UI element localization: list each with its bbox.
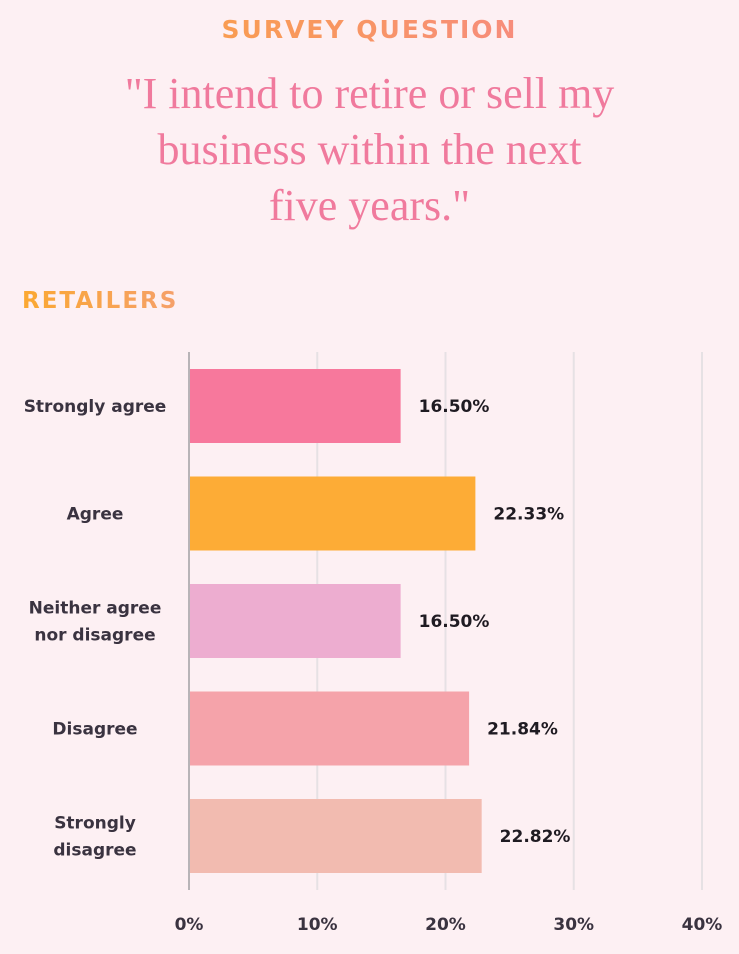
category-label-3: Disagree: [52, 720, 137, 740]
x-tick-label-10: 10%: [297, 915, 338, 935]
x-tick-labels: 0% 10% 20% 30% 40%: [175, 915, 723, 935]
bars: [189, 369, 482, 873]
category-label-2: Neither agree nor disagree: [29, 599, 162, 646]
value-label-0: 16.50%: [419, 397, 490, 417]
category-label-1: Agree: [67, 505, 124, 525]
value-labels: 16.50% 22.33% 16.50% 21.84% 22.82%: [419, 397, 571, 847]
x-tick-label-0: 0%: [175, 915, 204, 935]
value-label-4: 22.82%: [500, 827, 571, 847]
category-label-4: Strongly disagree: [53, 814, 136, 861]
value-label-2: 16.50%: [419, 612, 490, 632]
section-title-retailers: RETAILERS: [22, 285, 178, 317]
bar-1: [189, 476, 476, 551]
x-tick-label-30: 30%: [553, 915, 594, 935]
x-tick-label-20: 20%: [425, 915, 466, 935]
bar-3: [189, 691, 470, 766]
survey-question-eyebrow: SURVEY QUESTION: [0, 14, 739, 46]
value-label-3: 21.84%: [487, 720, 558, 740]
x-tick-label-40: 40%: [682, 915, 723, 935]
bar-0: [189, 369, 401, 443]
question-text: "I intend to retire or sell my business …: [124, 69, 615, 230]
bar-2: [189, 584, 401, 658]
category-label-0: Strongly agree: [24, 397, 167, 417]
category-labels: Strongly agree Agree Neither agree nor disa…: [24, 397, 167, 861]
value-label-1: 22.33%: [493, 505, 564, 525]
bar-4: [189, 799, 482, 873]
